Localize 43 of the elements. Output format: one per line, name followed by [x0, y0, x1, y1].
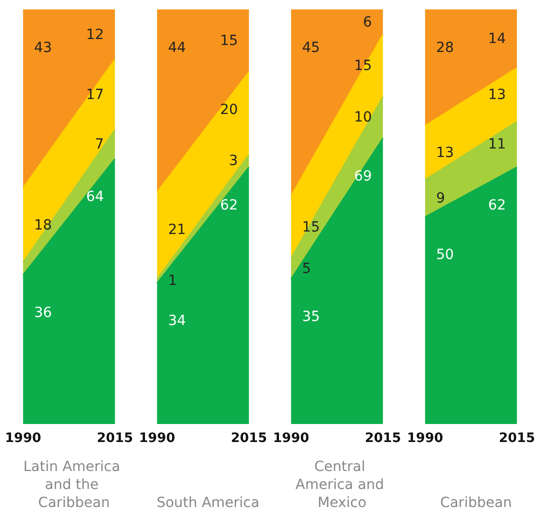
data-label: 3	[228, 153, 238, 170]
data-label: 45	[302, 40, 320, 56]
x-tick-label: 1990	[272, 431, 310, 446]
x-tick-label: 1990	[406, 431, 444, 446]
data-label: 14	[488, 30, 506, 47]
x-tick-label: 2015	[96, 431, 134, 446]
data-label: 13	[488, 86, 506, 103]
data-label: 43	[34, 40, 52, 56]
data-label: 6	[362, 14, 372, 30]
data-label: 44	[168, 40, 186, 56]
data-label: 28	[436, 40, 454, 56]
data-label: 10	[354, 110, 372, 126]
data-label: 12	[86, 26, 104, 43]
data-label: 15	[302, 219, 320, 236]
data-label: 50	[436, 247, 454, 263]
data-label: 62	[220, 197, 238, 214]
data-label: 64	[86, 189, 104, 206]
x-tick-label: 2015	[364, 431, 402, 446]
data-label: 18	[34, 217, 52, 234]
data-label: 5	[302, 260, 312, 277]
data-label: 1	[168, 273, 178, 290]
text: Central America and Mexico	[296, 459, 388, 511]
data-label: 17	[86, 86, 104, 103]
data-label: 13	[436, 144, 454, 161]
x-tick-label: 2015	[230, 431, 268, 446]
data-label: 69	[354, 168, 372, 184]
text: South America	[156, 495, 260, 511]
data-label: 15	[220, 33, 238, 50]
data-label: 20	[220, 102, 238, 118]
data-label: 15	[354, 58, 372, 74]
x-tick-label: 2015	[498, 431, 536, 446]
data-label: 35	[302, 309, 320, 326]
text: Latin America and the Caribbean	[23, 459, 125, 511]
data-label: 9	[436, 190, 446, 206]
x-tick-label: 1990	[138, 431, 176, 446]
data-label: 34	[168, 313, 186, 330]
data-label: 21	[168, 222, 186, 238]
data-label: 62	[488, 197, 506, 214]
text: Caribbean	[440, 495, 512, 511]
data-label: 11	[488, 136, 506, 153]
x-tick-label: 1990	[4, 431, 42, 446]
data-label: 7	[94, 136, 104, 153]
data-label: 36	[34, 304, 52, 321]
